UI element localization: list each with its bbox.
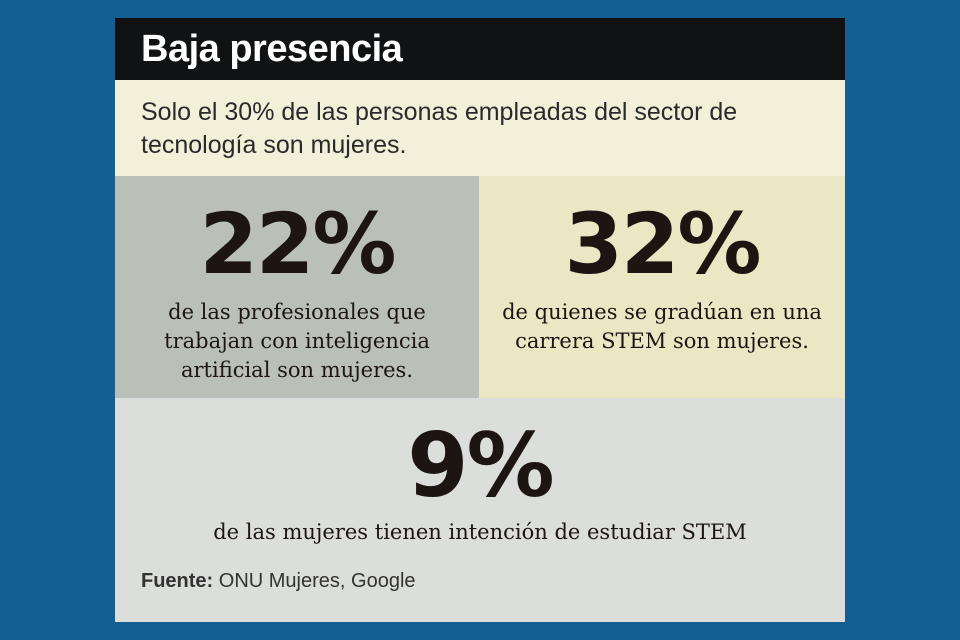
stat-stem-graduates: 32% de quienes se gradúan en una carrera… <box>479 176 845 398</box>
source-text: ONU Mujeres, Google <box>213 570 416 592</box>
source-note: Fuente: ONU Mujeres, Google <box>141 570 416 593</box>
intro-text: Solo el 30% de las personas empleadas de… <box>115 80 845 176</box>
page-title: Baja presencia <box>141 27 403 70</box>
header-bar: Baja presencia <box>115 18 845 80</box>
infographic-card: Baja presencia Solo el 30% de las person… <box>115 18 845 622</box>
stat-description: de quienes se gradúan en una carrera STE… <box>502 300 822 353</box>
stat-value: 9% <box>407 414 554 517</box>
stats-row: 22% de las profesionales que trabajan co… <box>115 176 845 398</box>
source-label: Fuente: <box>141 570 214 592</box>
stat-value: 32% <box>564 195 761 293</box>
stat-description: de las mujeres tienen intención de estud… <box>213 520 747 544</box>
stat-value: 22% <box>199 195 396 293</box>
stat-stem-intention: 9% de las mujeres tienen intención de es… <box>115 398 845 622</box>
stat-ai-professionals: 22% de las profesionales que trabajan co… <box>115 176 479 398</box>
stat-description: de las profesionales que trabajan con in… <box>164 300 430 382</box>
